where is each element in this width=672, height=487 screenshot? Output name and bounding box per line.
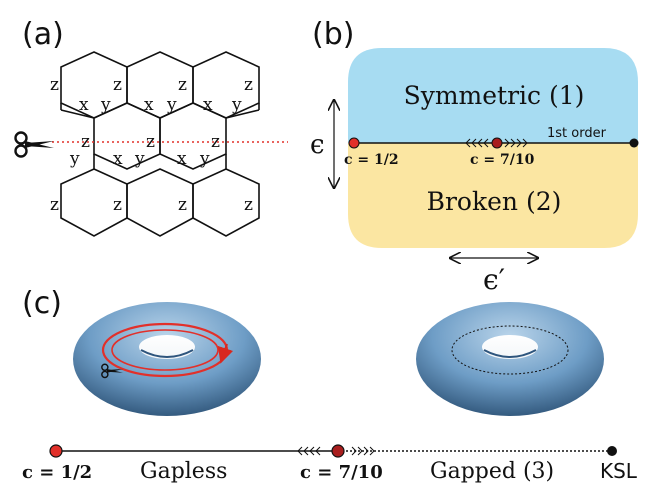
point-mid-label: c = 7/10 bbox=[300, 462, 383, 483]
ksl-point bbox=[607, 446, 617, 456]
panel-c-label: (c) bbox=[22, 286, 62, 321]
endpoint bbox=[629, 138, 639, 148]
bond-label-x: x bbox=[177, 149, 187, 169]
bond-label-z: z bbox=[178, 75, 187, 95]
bond-label-x: x bbox=[203, 95, 213, 115]
panel-a-label: (a) bbox=[22, 17, 64, 52]
gapless-label: Gapless bbox=[140, 459, 227, 484]
point-mid-label: c = 7/10 bbox=[470, 152, 535, 168]
flow-arrows-icon bbox=[465, 138, 528, 148]
symmetric-region-label: Symmetric (1) bbox=[404, 81, 585, 110]
bond-label-z: z bbox=[146, 132, 155, 152]
bond-label-y: y bbox=[199, 149, 210, 169]
bond-labels: z z z z x y x y x y z z z y x y x y z z … bbox=[50, 75, 253, 215]
symmetric-region bbox=[348, 48, 638, 143]
vertical-axis-label: ϵ bbox=[310, 130, 325, 160]
bond-label-y: y bbox=[231, 95, 242, 115]
torus-left bbox=[73, 302, 261, 416]
bond-label-z: z bbox=[244, 195, 253, 215]
critical-point-ising bbox=[348, 137, 360, 149]
point-left-label: c = 1/2 bbox=[344, 152, 399, 168]
critical-point-ising bbox=[49, 444, 63, 458]
scissors-icon bbox=[14, 131, 54, 158]
honeycomb-lattice bbox=[60, 51, 260, 237]
transition-label: 1st order bbox=[547, 126, 607, 141]
panel-c: (c) bbox=[22, 286, 638, 484]
bond-label-z: z bbox=[50, 195, 59, 215]
ksl-label: KSL bbox=[600, 459, 638, 483]
dashed-loop bbox=[451, 325, 569, 375]
bond-label-z: z bbox=[50, 75, 59, 95]
panel-a: (a) z z z z x y bbox=[14, 17, 288, 237]
critical-point-tricritical bbox=[491, 137, 503, 149]
point-left-label: c = 1/2 bbox=[22, 462, 92, 483]
horizontal-axis-label: ϵ′ bbox=[483, 263, 505, 296]
torus-right bbox=[416, 302, 604, 416]
bond-label-y: y bbox=[69, 149, 80, 169]
bond-label-z: z bbox=[211, 132, 220, 152]
scissors-icon bbox=[101, 363, 123, 379]
panel-b: (b) Symmetric (1) Broken (2) 1st order c… bbox=[310, 17, 639, 296]
flow-arrows-icon bbox=[297, 446, 375, 456]
bond-label-y: y bbox=[100, 95, 111, 115]
bond-label-z: z bbox=[244, 75, 253, 95]
bond-label-x: x bbox=[79, 95, 89, 115]
bond-label-x: x bbox=[144, 95, 154, 115]
bond-label-z: z bbox=[113, 75, 122, 95]
broken-region bbox=[348, 143, 638, 248]
broken-region-label: Broken (2) bbox=[427, 187, 562, 216]
bond-label-z: z bbox=[81, 132, 90, 152]
bond-label-y: y bbox=[166, 95, 177, 115]
bond-label-z: z bbox=[178, 195, 187, 215]
bond-label-z: z bbox=[113, 195, 122, 215]
bond-label-x: x bbox=[113, 149, 123, 169]
gapped-label: Gapped (3) bbox=[430, 459, 554, 484]
bond-label-y: y bbox=[134, 149, 145, 169]
critical-point-tricritical bbox=[331, 444, 345, 458]
panel-b-label: (b) bbox=[312, 17, 354, 52]
